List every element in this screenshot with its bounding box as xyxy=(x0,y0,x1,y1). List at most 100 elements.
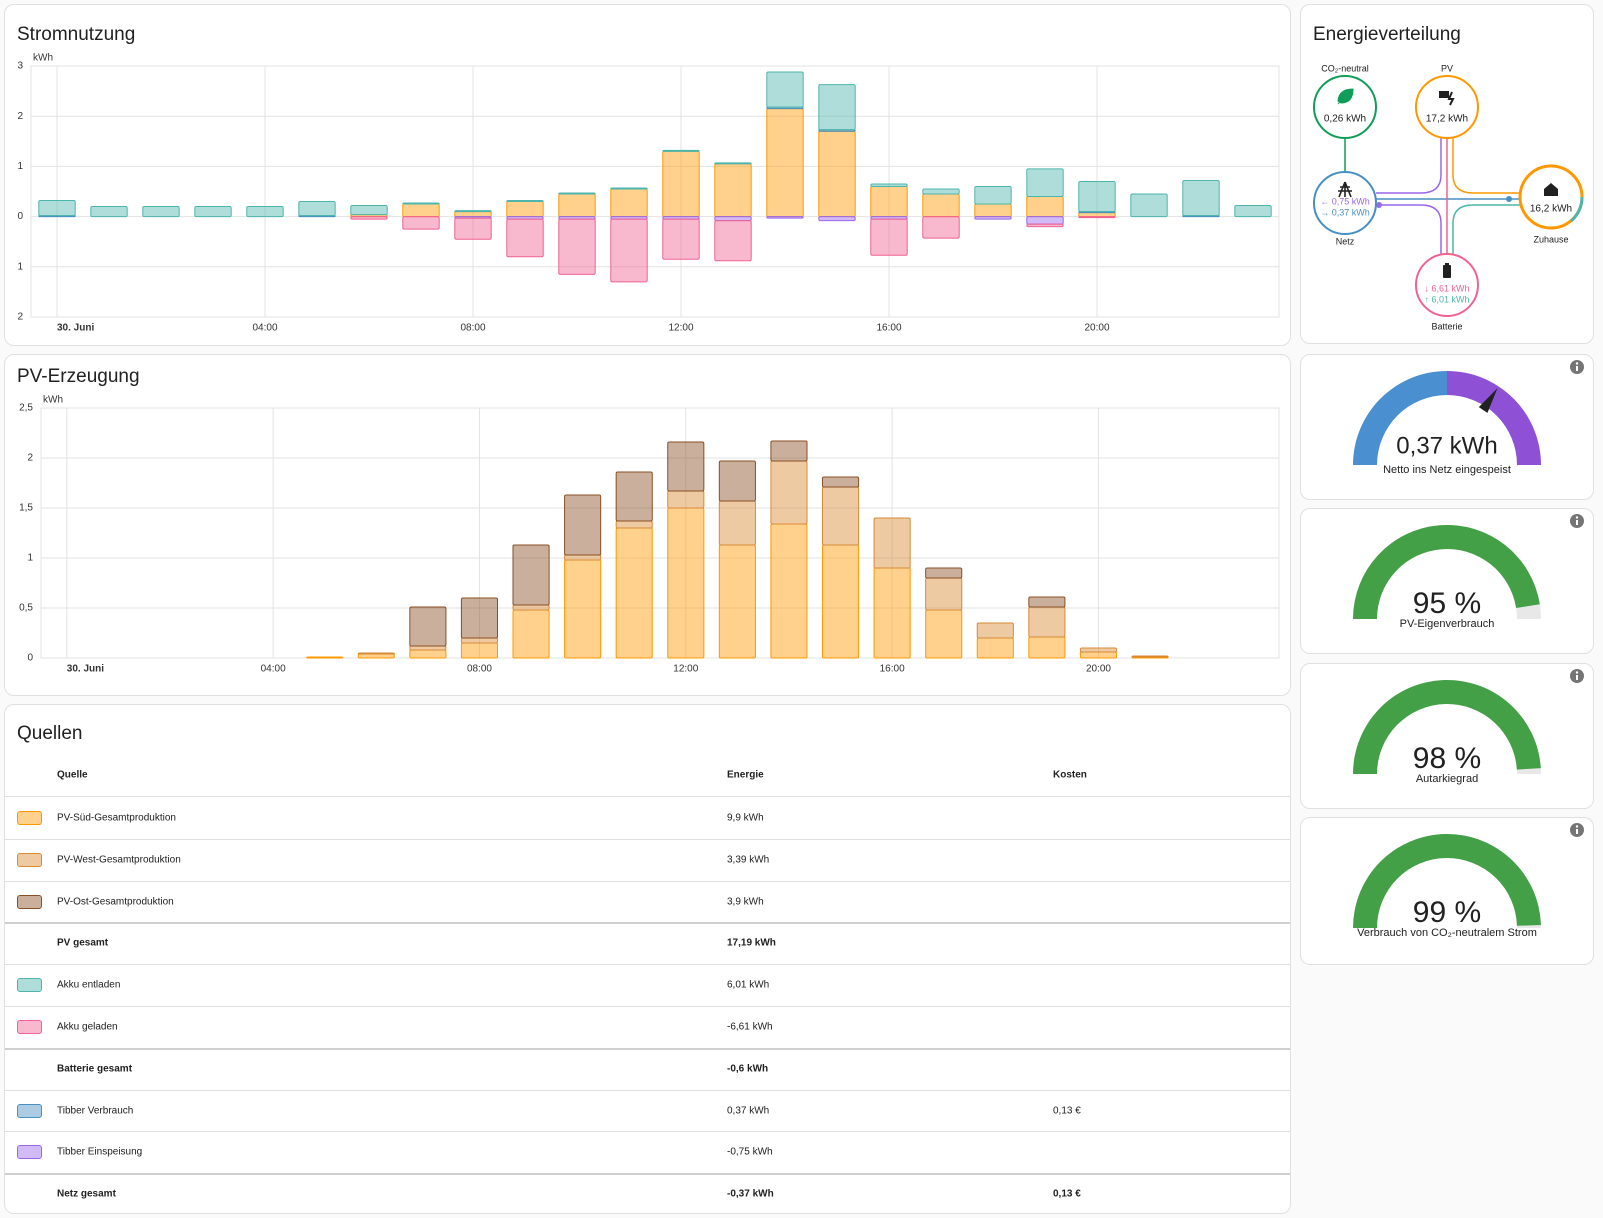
bar-segment xyxy=(1131,655,1169,658)
color-swatch xyxy=(17,1145,42,1160)
node-label: Netz xyxy=(1336,236,1355,246)
node-value: 17,2 kWh xyxy=(1426,114,1468,125)
x-tick-label: 16:00 xyxy=(876,323,901,334)
bar-segment xyxy=(662,218,700,260)
bar-segment xyxy=(1079,647,1118,653)
bar-segment xyxy=(306,656,344,659)
x-tick-label: 12:00 xyxy=(668,323,693,334)
bar-segment xyxy=(667,490,705,509)
x-tick-label: 12:00 xyxy=(673,664,698,675)
bar-segment xyxy=(1028,606,1066,638)
leaf-icon xyxy=(1337,88,1354,105)
source-name: PV-Süd-Gesamtproduktion xyxy=(57,812,176,824)
bar-segment xyxy=(1028,636,1066,659)
color-swatch xyxy=(17,852,42,867)
bar-segment xyxy=(454,210,492,213)
bar-segment xyxy=(512,544,550,606)
bar-segment xyxy=(1026,168,1064,198)
row-separator xyxy=(5,1131,1290,1133)
bar-segment xyxy=(194,206,232,218)
bar-segment xyxy=(512,604,550,611)
card-title: Energieverteilung xyxy=(1313,24,1461,45)
source-energy: 17,19 kWh xyxy=(727,937,776,949)
gauge: 95 %PV-Eigenverbrauch xyxy=(1353,514,1584,630)
plot-frame xyxy=(40,407,1280,659)
battery-node xyxy=(1415,253,1479,317)
bar-segment xyxy=(350,216,388,220)
node-value: ↑ 6,01 kWh xyxy=(1424,294,1469,304)
gauge-segment xyxy=(1447,371,1541,465)
bar-segment xyxy=(460,597,499,639)
color-swatch xyxy=(17,894,42,909)
bar-segment xyxy=(1026,223,1064,228)
bar-segment xyxy=(357,653,395,659)
bar-segment xyxy=(821,544,860,659)
info-icon-dot xyxy=(1575,516,1579,519)
bar-segment xyxy=(38,200,76,217)
bar-segment xyxy=(766,108,804,218)
bar-segment xyxy=(922,193,960,218)
x-tick-label: 30. Juni xyxy=(57,323,94,334)
source-name: PV gesamt xyxy=(57,937,109,949)
bar-segment xyxy=(974,216,1012,220)
bar-segment xyxy=(615,520,653,529)
bar-segment xyxy=(1182,179,1220,217)
info-icon-stem xyxy=(1576,675,1578,680)
bar-segment xyxy=(770,440,808,462)
pv-card: PV-Erzeugung kWh 0 0,5 1 1,5 2 2,5 30. Juni 04:0… xyxy=(4,354,1291,696)
info-icon-dot xyxy=(1575,825,1579,828)
bar-segment xyxy=(558,193,596,218)
column-header: Quelle xyxy=(57,769,88,781)
y-unit: kWh xyxy=(43,395,63,406)
flow-line xyxy=(1376,138,1442,194)
bar-segment xyxy=(718,460,756,502)
bar-segment xyxy=(558,218,596,275)
bar-segment xyxy=(766,71,804,108)
source-name: Akku geladen xyxy=(57,1021,118,1033)
row-separator xyxy=(5,964,1290,966)
bar-segment xyxy=(925,577,963,611)
source-energy: 6,01 kWh xyxy=(727,979,770,991)
bar-segment xyxy=(564,554,602,561)
info-icon-stem xyxy=(1576,520,1578,525)
bar-segment xyxy=(922,188,960,195)
bar-segment xyxy=(564,559,602,659)
gauge-card: 95 % PV-Eigenverbrauch xyxy=(1300,508,1594,654)
bar-segment xyxy=(564,494,602,556)
source-name: Tibber Verbrauch xyxy=(57,1105,134,1117)
source-energy: 0,37 kWh xyxy=(727,1105,770,1117)
color-swatch xyxy=(17,811,42,825)
y-tick-label: 1 xyxy=(17,261,23,272)
source-name: Tibber Einspeisung xyxy=(57,1146,143,1158)
source-energy: 9,9 kWh xyxy=(727,812,764,824)
bar-segment xyxy=(298,201,336,217)
bar-segment xyxy=(454,211,492,218)
source-energy: -6,61 kWh xyxy=(727,1021,773,1033)
card-title: PV-Erzeugung xyxy=(17,366,140,387)
flow-dot xyxy=(1506,196,1512,202)
bar-segment xyxy=(1078,212,1116,218)
info-icon-dot xyxy=(1575,362,1579,365)
bar-segment xyxy=(873,567,911,659)
bar-segment xyxy=(615,527,653,659)
x-tick-label: 16:00 xyxy=(880,664,905,675)
gauge-card: 98 % Autarkiegrad xyxy=(1300,663,1594,809)
bar-segment xyxy=(454,217,492,240)
gauge-caption: Verbrauch von CO₂-neutralem Strom xyxy=(1357,927,1537,939)
node-label: CO₂-neutral xyxy=(1321,63,1369,73)
bar-segment xyxy=(1130,193,1168,218)
bar-segment xyxy=(667,507,705,659)
bar-segment xyxy=(976,637,1014,659)
bar-segment xyxy=(512,609,550,659)
bar-segment xyxy=(714,162,752,165)
gauge: 98 %Autarkiegrad xyxy=(1353,669,1584,785)
bar-segment xyxy=(818,216,856,222)
row-separator xyxy=(5,880,1290,882)
home-icon xyxy=(1544,183,1558,196)
bar-segment xyxy=(610,188,648,218)
row-separator xyxy=(5,1173,1290,1176)
y-tick-label: 2 xyxy=(27,453,33,464)
usage-card: Stromnutzung kWh 3 2 1 0 1 2 30. Juni 04:00 08:00… xyxy=(4,4,1291,346)
node-value: 16,2 kWh xyxy=(1530,204,1572,215)
gauge-value-label: 0,37 kWh xyxy=(1396,432,1497,459)
